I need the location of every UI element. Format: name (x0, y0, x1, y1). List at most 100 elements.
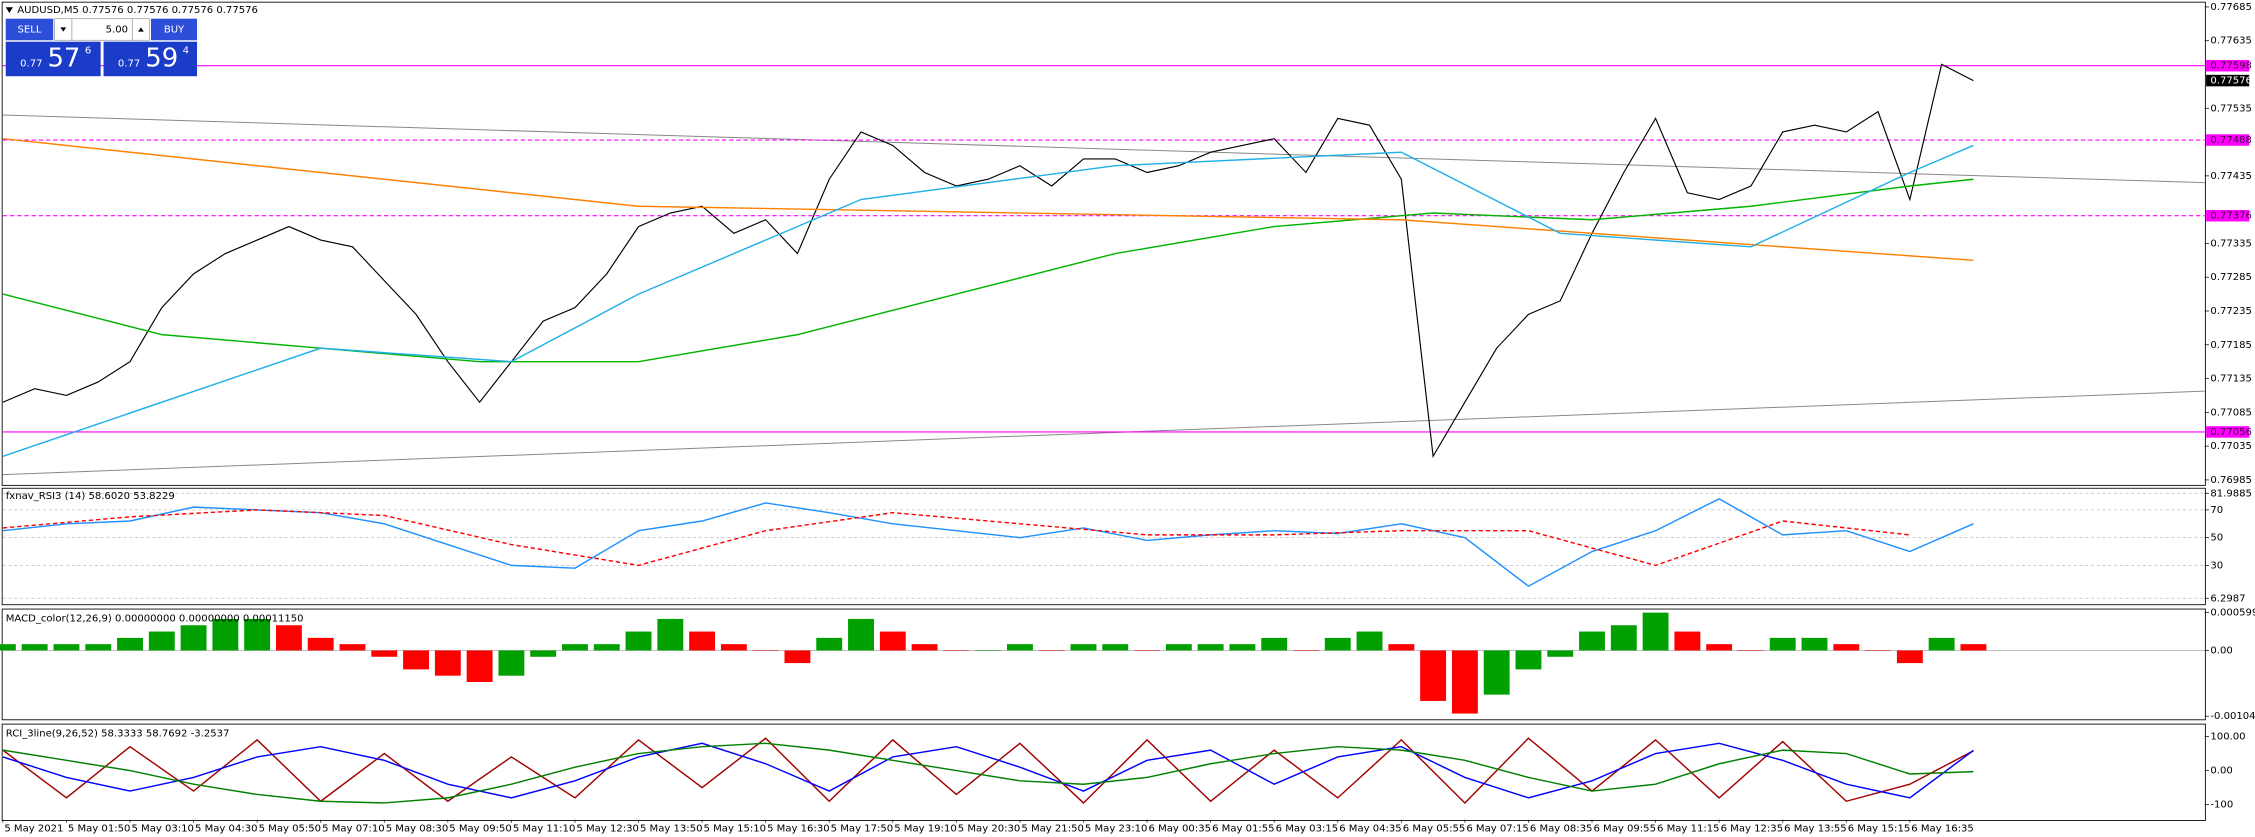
one-click-panel: SELL 5.00 BUY 0.77 57 6 0.77 59 4 (5, 18, 198, 77)
price-label-bg (2206, 59, 2250, 72)
y-tick-label: 0.77685 (2210, 2, 2252, 13)
sell-prefix: 0.77 (20, 58, 42, 69)
sell-price-box[interactable] (5, 41, 101, 77)
x-tick-label: 5 May 11:10 (513, 823, 576, 834)
histogram-bar (530, 650, 557, 657)
histogram-bar (1960, 644, 1987, 651)
y-tick-label: 0.77285 (2210, 272, 2252, 283)
histogram-bar (1165, 644, 1192, 651)
histogram-bar (1356, 631, 1383, 651)
lot-value: 5.00 (106, 24, 128, 35)
chart-title: AUDUSD,M5 0.77576 0.77576 0.77576 0.7757… (17, 5, 258, 16)
rci-title: RCI_3line(9,26,52) 58.3333 58.7692 -3.25… (6, 728, 230, 739)
macd-title: MACD_color(12,26,9) 0.00000000 0.0000000… (6, 613, 304, 624)
histogram-bar (689, 631, 716, 651)
histogram-bar (403, 650, 429, 670)
collapse-icon[interactable] (5, 7, 13, 13)
histogram-bar (1261, 637, 1288, 651)
x-tick-label: 6 May 11:15 (1657, 823, 1720, 834)
rsi-frame (1, 487, 2206, 606)
histogram-bar (1928, 637, 1955, 651)
x-tick-label: 6 May 01:55 (1212, 823, 1275, 834)
histogram-bar (562, 644, 588, 651)
histogram-bar (498, 650, 525, 676)
y-tick-label: 70 (2210, 505, 2223, 516)
series-line (2, 509, 1910, 567)
down-arrow (60, 27, 67, 32)
y-tick-label: 0.77085 (2210, 407, 2252, 418)
histogram-bar (1833, 644, 1860, 651)
y-tick-label: 0.76985 (2210, 475, 2252, 486)
buy-button[interactable] (151, 18, 198, 41)
x-tick-label: 5 May 2021 (4, 823, 63, 834)
x-tick-label: 5 May 04:30 (195, 823, 258, 834)
y-tick-label: 0.77035 (2210, 441, 2252, 452)
x-tick-label: 6 May 16:35 (1911, 823, 1974, 834)
histogram-bar (1896, 650, 1923, 664)
x-tick-label: 5 May 13:50 (640, 823, 703, 834)
histogram-bar (85, 644, 112, 651)
y-tick-label: 0.00 (2210, 645, 2232, 656)
x-tick-label: 6 May 05:55 (1403, 823, 1466, 834)
histogram-bar (1515, 650, 1542, 670)
x-tick-label: 5 May 23:10 (1085, 823, 1148, 834)
current-price-label: 0.77576 (2210, 76, 2252, 87)
x-tick-label: 5 May 03:10 (131, 823, 194, 834)
trendline (2, 390, 2205, 476)
x-tick-label: 5 May 05:50 (259, 823, 322, 834)
histogram-bar (275, 625, 302, 651)
histogram-bar (1801, 637, 1828, 651)
current-price-bg (2206, 74, 2250, 87)
histogram-bar (1674, 631, 1701, 651)
histogram-bar (1610, 625, 1637, 651)
y-tick-label: 0.77535 (2210, 103, 2252, 114)
x-tick-label: 6 May 03:15 (1276, 823, 1339, 834)
y-tick-label: 0.0005997 (2210, 608, 2255, 619)
y-tick-label: 0.77635 (2210, 36, 2252, 47)
y-tick-label: 100.00 (2210, 731, 2245, 742)
histogram-bar (816, 637, 843, 651)
histogram-bar (1483, 650, 1510, 695)
histogram-bar (21, 644, 48, 651)
buy-small: 4 (183, 45, 189, 56)
histogram-bar (784, 650, 811, 664)
histogram-bar (1070, 644, 1097, 651)
x-tick-label: 5 May 15:10 (704, 823, 767, 834)
histogram-bar (212, 618, 239, 651)
histogram-bar (911, 644, 938, 651)
panel-frames (1, 1, 2206, 821)
histogram-bar (148, 631, 175, 651)
histogram-bar (466, 650, 493, 683)
x-tick-label: 6 May 07:15 (1466, 823, 1529, 834)
y-tick-label: 0.77435 (2210, 171, 2252, 182)
buy-label: BUY (164, 24, 185, 35)
y-tick-label: 0.77235 (2210, 306, 2252, 317)
histogram-bar (244, 618, 271, 651)
y-tick-label: -100 (2210, 800, 2233, 811)
histogram-bar (1006, 644, 1033, 651)
sell-big: 57 (47, 43, 80, 73)
series-line (2, 737, 1974, 804)
histogram-bar (1547, 650, 1574, 657)
y-tick-label: 0.77335 (2210, 238, 2252, 249)
series-line (2, 144, 1974, 457)
histogram-bar (0, 644, 16, 651)
x-tick-label: 6 May 13:55 (1784, 823, 1847, 834)
x-tick-label: 5 May 16:30 (767, 823, 830, 834)
histogram-bar (720, 644, 747, 651)
histogram-bar (117, 637, 143, 651)
price-label-bg (2206, 209, 2250, 222)
up-arrow (138, 27, 144, 32)
histogram-bar (1102, 644, 1129, 651)
sell-button[interactable] (5, 18, 54, 41)
buy-price-box[interactable] (103, 41, 198, 77)
sell-label: SELL (18, 24, 42, 35)
histogram-bar (879, 631, 906, 651)
trendline (2, 114, 2205, 184)
y-tick-label: 0.77135 (2210, 374, 2252, 385)
price-label-bg (2206, 134, 2250, 146)
x-tick-label: 6 May 04:35 (1339, 823, 1402, 834)
histogram-bar (1197, 644, 1224, 651)
